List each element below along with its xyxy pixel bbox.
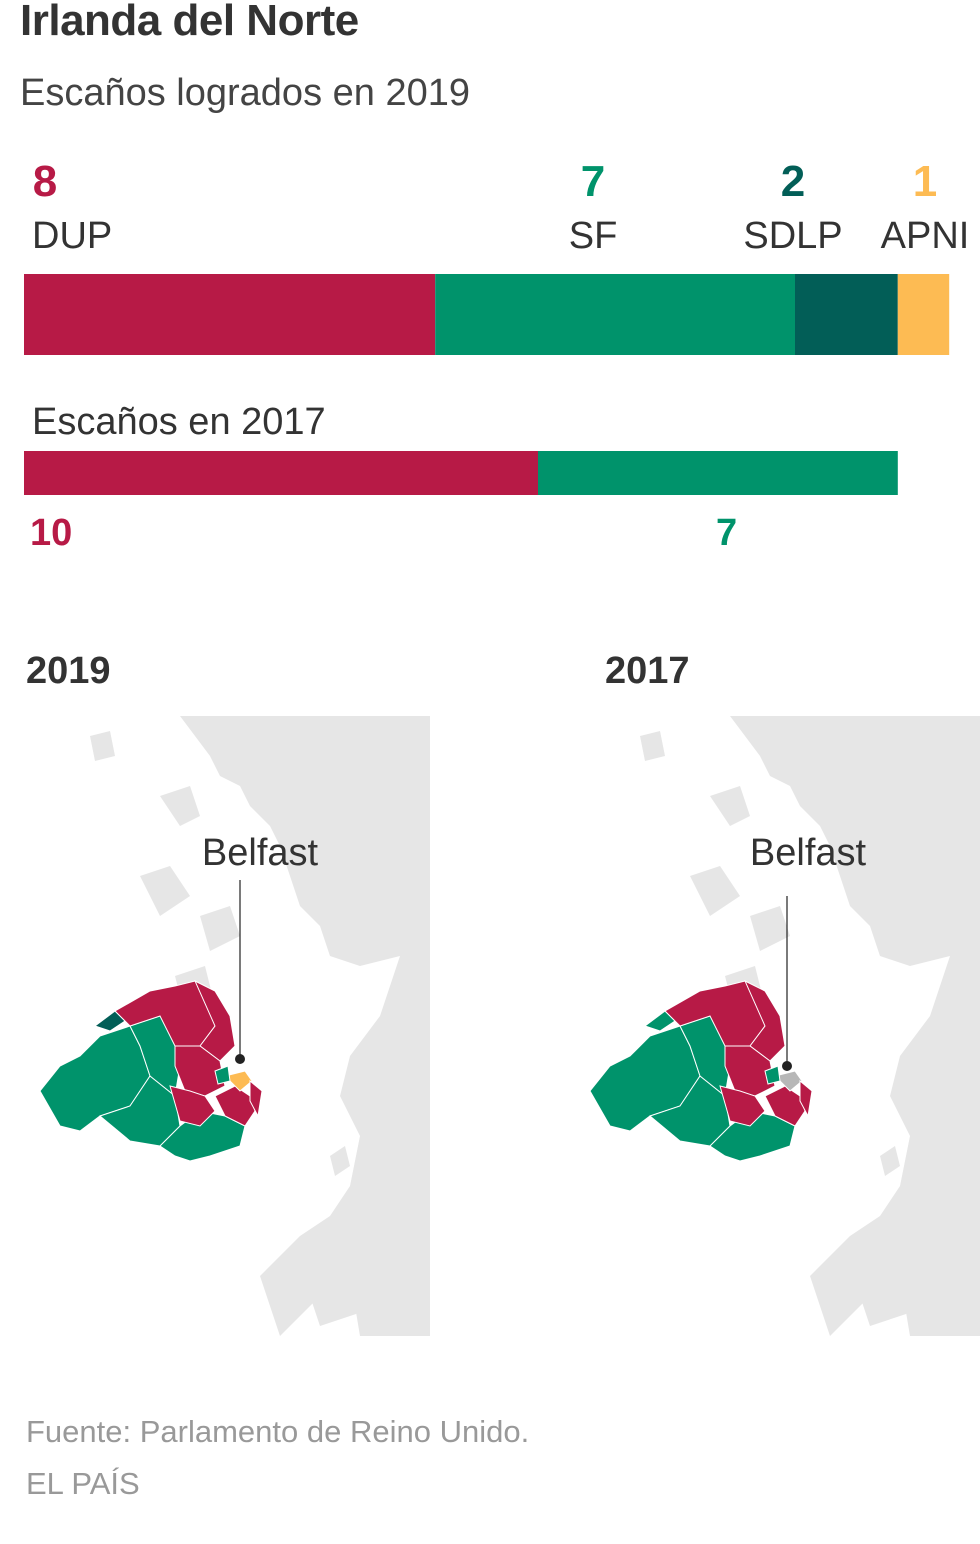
belfast-label: Belfast [202, 832, 319, 874]
map-year-2019: 2019 [26, 650, 111, 692]
party-label-sdlp: SDLP [743, 215, 842, 257]
constituency-coast [249, 1079, 263, 1118]
constituency-east [724, 1045, 776, 1097]
island-1 [710, 786, 750, 826]
constituencies-2019 [39, 979, 263, 1162]
bar-2019-apni [897, 274, 950, 355]
constituency-belfast-south [224, 1070, 253, 1092]
belfast-label: Belfast [750, 832, 867, 874]
island-3 [750, 906, 790, 951]
bar-2017-dup [24, 451, 538, 495]
chart-title: Irlanda del Norte [20, 0, 359, 45]
credit-note: EL PAÍS [26, 1466, 140, 1501]
value-label-2019-dup: 8 [33, 157, 57, 206]
value-label-2017-dup: 10 [30, 512, 72, 554]
island-5 [90, 731, 115, 761]
land-background [0, 716, 430, 1336]
party-label-apni: APNI [881, 215, 970, 257]
belfast-marker [782, 1061, 792, 1071]
value-label-2019-sdlp: 2 [781, 157, 805, 206]
isle-of-man [330, 1146, 350, 1176]
party-label-dup: DUP [32, 215, 112, 257]
belfast-callout: Belfast [750, 832, 867, 1071]
constituencies-2017 [589, 979, 813, 1162]
source-note: Fuente: Parlamento de Reino Unido. [26, 1414, 530, 1449]
constituency-belfast-north [764, 1065, 781, 1085]
constituency-northeast [743, 979, 786, 1062]
constituency-east [174, 1045, 226, 1097]
isle-of-man [880, 1146, 900, 1176]
island-3 [200, 906, 240, 951]
belfast-marker [235, 1054, 245, 1064]
bar-2019-dup [24, 274, 436, 355]
belfast-callout: Belfast [202, 832, 319, 1064]
constituency-coast [799, 1079, 813, 1118]
bar-2019-sf [435, 274, 795, 355]
wales-land [310, 1236, 400, 1326]
constituency-belfast-south [774, 1070, 803, 1092]
constituency-central [169, 1085, 216, 1127]
island-2 [140, 866, 190, 916]
map-year-2017: 2017 [605, 650, 690, 692]
island-2 [690, 866, 740, 916]
bar-2017-sf [538, 451, 898, 495]
map-2017: Belfast [550, 716, 980, 1336]
wales-land [860, 1236, 950, 1326]
map-2019: Belfast [0, 716, 430, 1336]
bar-2019-sdlp [795, 274, 898, 355]
constituency-central [719, 1085, 766, 1127]
value-label-2017-sf: 7 [716, 512, 737, 554]
scotland-land [180, 716, 430, 1336]
constituency-belfast-north [214, 1065, 231, 1085]
seat-bars-chart: 8 DUP 7 SF 2 SDLP 1 APNI Escaños en 2017 10 7 [24, 157, 970, 554]
party-label-sf: SF [569, 215, 618, 257]
scotland-land [730, 716, 980, 1336]
value-label-2019-apni: 1 [913, 157, 937, 206]
chart-subtitle: Escaños logrados en 2019 [20, 72, 470, 114]
island-1 [160, 786, 200, 826]
island-5 [640, 731, 665, 761]
value-label-2019-sf: 7 [581, 157, 605, 206]
constituency-northeast [193, 979, 236, 1062]
subtitle-2017: Escaños en 2017 [32, 401, 326, 443]
